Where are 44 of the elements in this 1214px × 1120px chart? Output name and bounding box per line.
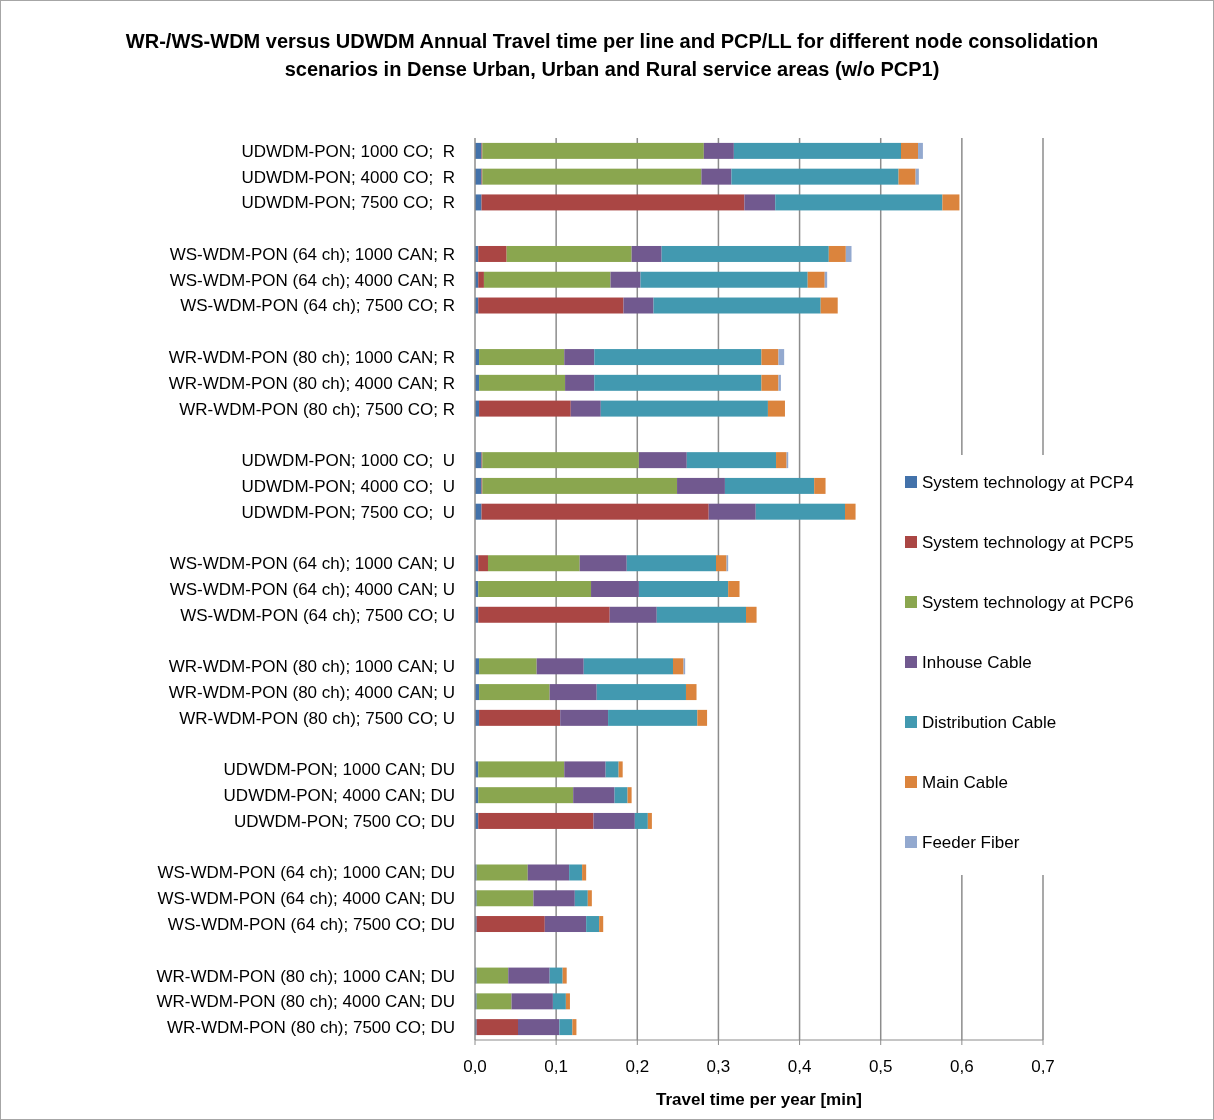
- legend-label: Main Cable: [922, 772, 1008, 792]
- legend-label: System technology at PCP5: [922, 532, 1134, 552]
- y-tick-label: UDWDM-PON; 1000 CAN; DU: [223, 760, 455, 780]
- y-tick-label: WS-WDM-PON (64 ch); 4000 CAN; U: [169, 579, 455, 599]
- y-tick-label: WR-WDM-PON (80 ch); 1000 CAN; U: [168, 657, 455, 677]
- y-tick-label: WR-WDM-PON (80 ch); 7500 CO; R: [179, 399, 455, 419]
- y-tick-label: WS-WDM-PON (64 ch); 4000 CAN; R: [169, 270, 455, 290]
- y-tick-label: WR-WDM-PON (80 ch); 4000 CAN; DU: [156, 992, 455, 1012]
- y-tick-label: WR-WDM-PON (80 ch); 7500 CO; DU: [166, 1018, 455, 1038]
- y-tick-label: UDWDM-PON; 7500 CO; U: [241, 502, 455, 522]
- y-tick-label: UDWDM-PON; 1000 CO; U: [241, 451, 455, 471]
- x-tick-label: 0,1: [544, 1057, 568, 1076]
- y-tick-label: WS-WDM-PON (64 ch); 4000 CAN; DU: [157, 889, 455, 909]
- x-tick-label: 0,6: [950, 1057, 974, 1076]
- y-tick-label: WR-WDM-PON (80 ch); 7500 CO; U: [179, 708, 455, 728]
- y-tick-label: WS-WDM-PON (64 ch); 1000 CAN; U: [169, 554, 455, 574]
- x-tick-label: 0,3: [706, 1057, 731, 1076]
- y-tick-label: WS-WDM-PON (64 ch); 1000 CAN; R: [169, 244, 455, 264]
- y-tick-label: WS-WDM-PON (64 ch); 7500 CO; R: [180, 296, 455, 316]
- y-tick-label: UDWDM-PON; 7500 CO; DU: [233, 811, 455, 831]
- y-tick-label: UDWDM-PON; 4000 CO; R: [241, 167, 455, 187]
- y-tick-label: UDWDM-PON; 7500 CO; R: [241, 193, 455, 213]
- y-tick-label: WS-WDM-PON (64 ch); 1000 CAN; DU: [157, 863, 455, 883]
- x-tick-label: 0,4: [787, 1057, 812, 1076]
- y-tick-label: UDWDM-PON; 1000 CO; R: [241, 141, 455, 161]
- legend-label: System technology at PCP4: [922, 472, 1134, 492]
- y-tick-label: UDWDM-PON; 4000 CAN; DU: [223, 786, 455, 806]
- legend-label: System technology at PCP6: [922, 592, 1134, 612]
- x-tick-label: 0,7: [1031, 1057, 1055, 1076]
- y-tick-label: WS-WDM-PON (64 ch); 7500 CO; DU: [167, 914, 455, 934]
- chart-title: WR-/WS-WDM versus UDWDM Annual Travel time per line and PCP/LL for different node consolidation scenarios in Dense Urban, Urban and Rural service areas (w/o PCP1): [125, 30, 1099, 80]
- x-tick-label: 0,0: [463, 1057, 487, 1076]
- y-tick-label: WR-WDM-PON (80 ch); 1000 CAN; R: [168, 348, 455, 368]
- x-axis-title: Travel time per year [min]: [656, 1090, 862, 1109]
- y-tick-label: WS-WDM-PON (64 ch); 7500 CO; U: [180, 605, 455, 625]
- legend-label: Inhouse Cable: [922, 652, 1032, 672]
- y-tick-label: WR-WDM-PON (80 ch); 4000 CAN; U: [168, 683, 455, 703]
- y-tick-label: UDWDM-PON; 4000 CO; U: [241, 476, 455, 496]
- legend-label: Feeder Fiber: [922, 832, 1020, 852]
- x-tick-label: 0,5: [868, 1057, 893, 1076]
- x-tick-label: 0,2: [625, 1057, 650, 1076]
- legend-label: Distribution Cable: [922, 712, 1057, 732]
- y-tick-label: WR-WDM-PON (80 ch); 4000 CAN; R: [168, 373, 455, 393]
- y-tick-label: WR-WDM-PON (80 ch); 1000 CAN; DU: [156, 966, 455, 986]
